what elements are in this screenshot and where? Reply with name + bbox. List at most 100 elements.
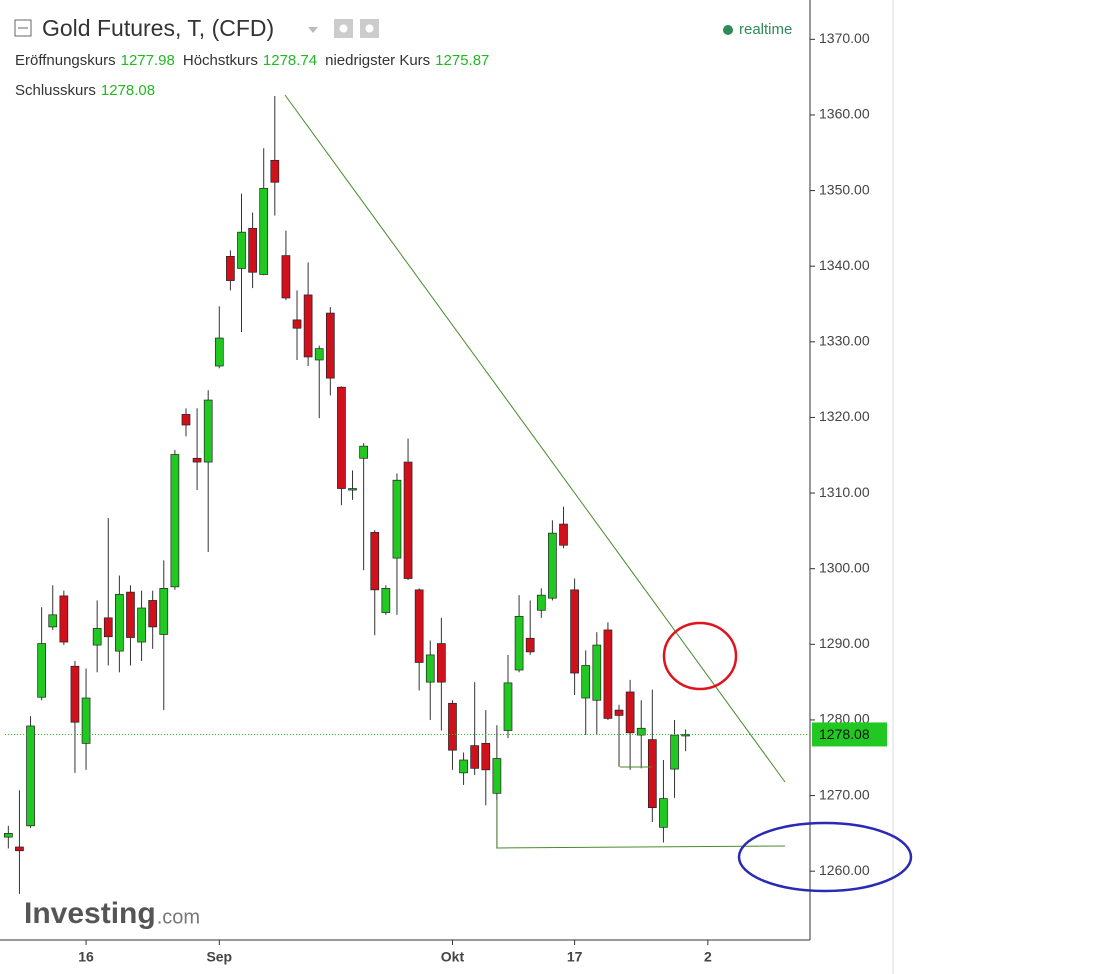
candle-body [559,523,568,546]
high-label: Höchstkurs [183,52,258,69]
candle-body [281,255,291,299]
candle-body [370,532,380,591]
candle-body [15,846,24,852]
drawings [284,94,913,893]
logo: Investing .com [24,897,200,930]
candle-body [670,734,679,770]
candle-body [570,589,579,674]
collapse-box[interactable] [14,19,32,37]
candle-body [81,697,91,744]
candle-body [137,607,146,643]
candle-body [159,588,169,635]
candle-body [70,665,80,723]
candle-body [170,454,180,588]
candle-body [548,532,557,599]
close-label: Schlusskurs [15,82,96,99]
dropdown-icon[interactable] [308,27,318,33]
blue-ellipse [737,821,913,893]
candle-body [359,445,368,459]
candle-body [514,615,524,671]
candle-body [103,617,113,638]
trend-line [284,94,786,783]
candle-body [647,739,657,809]
last-price-label: 1278.08 [819,726,870,742]
candle-body [92,628,102,646]
candle-body [470,745,480,769]
high-value: 1278.74 [263,52,317,69]
candle-body [636,727,646,736]
x-tick-label: 17 [567,949,583,965]
candle-body [292,319,302,329]
logo-brand: Investing [24,897,156,930]
candle-body [581,665,591,699]
candle-body [448,702,457,751]
candle-body [603,629,613,719]
chart-title: Gold Futures, T, (CFD) [42,15,274,41]
candle-body [226,256,235,281]
last-price-box [812,722,887,747]
logo-domain: .com [157,906,200,928]
candle-body [348,488,357,491]
candle-body [592,644,602,701]
header: Gold Futures, T, (CFD) realtime Eröffnun… [14,15,792,99]
candle-body [3,833,13,838]
red-circle [662,621,738,691]
y-tick-label: 1290.00 [819,635,870,651]
candle-body [203,399,213,463]
candle-body [437,643,446,683]
candle-body [259,187,269,275]
open-label: Eröffnungskurs [15,52,116,69]
y-tick-label: 1330.00 [819,333,870,349]
candle-body [403,461,413,579]
y-tick-label: 1320.00 [819,408,870,424]
x-tick-label: Sep [206,949,232,965]
candle-body [192,457,202,463]
candle-body [248,228,257,273]
low-label: niedrigster Kurs [325,52,430,69]
candle-body [181,414,191,426]
candle-body [37,643,46,698]
candle-body [625,691,635,734]
candle-body [492,758,502,794]
plot: 1260.001270.001280.001290.001300.001310.… [3,30,887,965]
candle-body [325,312,335,379]
candle-body [659,798,668,828]
y-tick-label: 1260.00 [819,862,870,878]
y-tick-label: 1310.00 [819,484,870,500]
candle-body [414,589,424,663]
candle-body [237,231,246,269]
y-tick-label: 1270.00 [819,786,870,802]
candle-body [148,600,158,628]
x-tick-label: 16 [78,949,94,965]
eye-pupil [339,24,348,33]
candle-body [303,294,313,358]
candle-body [270,159,280,183]
y-tick-label: 1340.00 [819,257,870,273]
candle-body [115,594,124,652]
candle-body [314,348,324,361]
candle-body [525,637,535,653]
realtime-dot [723,25,733,35]
candle-body [26,725,35,827]
realtime-label: realtime [739,21,792,38]
y-tick-label: 1300.00 [819,559,870,575]
x-tick-label: 2 [704,949,712,965]
gear-hole [365,24,374,33]
y-tick-label: 1370.00 [819,30,870,46]
candle-body [536,594,546,611]
candle-body [481,743,491,771]
candle-body [614,709,624,716]
candle-body [381,588,391,613]
y-tick-label: 1350.00 [819,181,870,197]
candle-body [126,591,135,638]
candle-body [459,759,468,774]
background [0,0,893,974]
candle-body [59,595,69,643]
candle-body [681,734,690,737]
candle-body [337,386,346,489]
x-tick-label: Okt [441,949,465,965]
candle-body [425,654,435,683]
candle-body [392,479,402,559]
candle-body [503,682,513,731]
